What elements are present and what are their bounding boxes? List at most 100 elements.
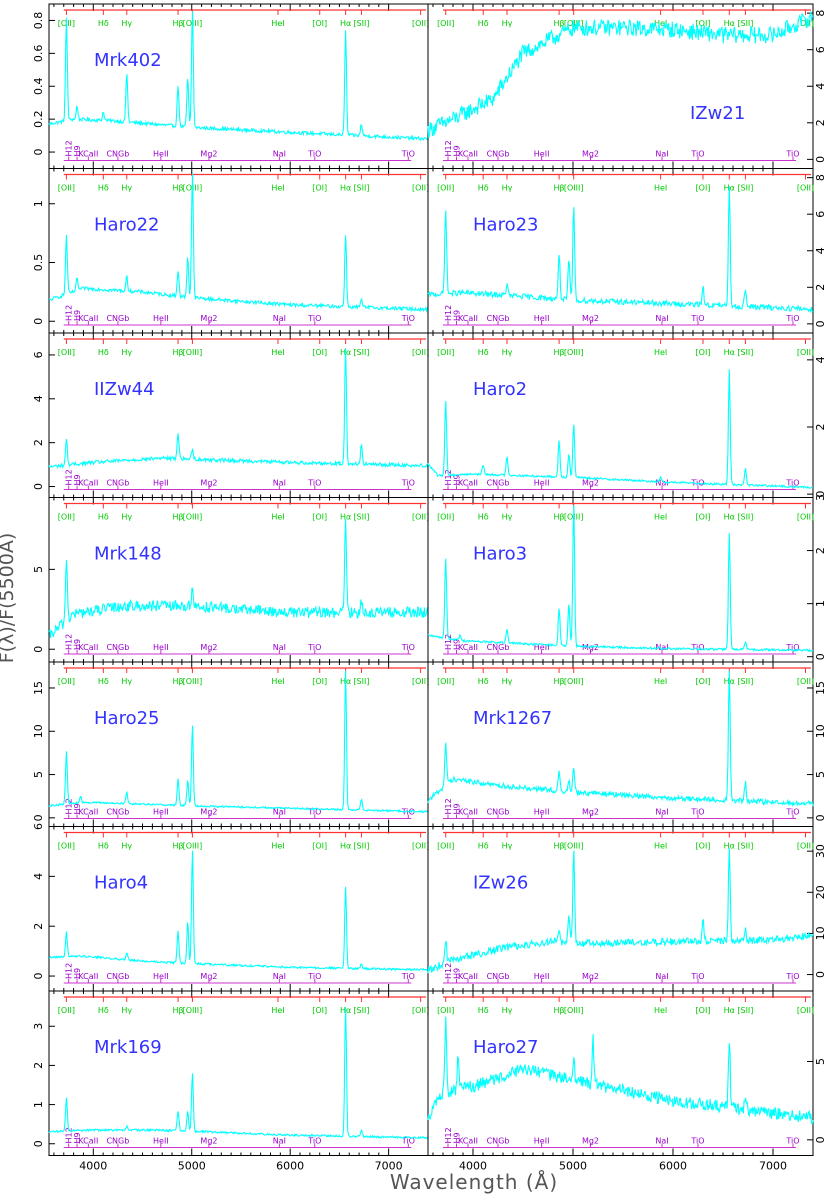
spectrum-line: [427, 186, 814, 314]
x-tick-label: 5000: [178, 1160, 206, 1173]
absorption-label: NaI: [655, 643, 668, 652]
panel-frame: [48, 497, 429, 663]
y-tick-label: 6: [32, 351, 45, 358]
absorption-label: KCaII: [458, 643, 478, 652]
y-tick-label: 0: [32, 483, 45, 490]
absorption-label: TiO: [401, 972, 415, 981]
y-tick-label: 2: [814, 547, 827, 554]
emission-label: [SII]: [353, 513, 369, 522]
absorption-label: Mg2: [582, 479, 599, 488]
y-tick-label: 0: [814, 653, 827, 660]
absorption-label: KCaII: [78, 314, 98, 323]
absorption-label: NaI: [655, 808, 668, 817]
panel-grid: 00.20.40.60.8 [OII] Hδ Hγ Hβ[OIII] HeI [OI] Hα[…: [32, 3, 827, 1173]
emission-label: [OIII]: [183, 348, 203, 357]
emission-label: Hα: [724, 1006, 735, 1015]
emission-label: HeI: [654, 677, 667, 686]
galaxy-name: IZw26: [473, 873, 528, 894]
emission-label: HeI: [271, 842, 284, 851]
absorption-label: H12: [65, 634, 74, 650]
emission-label: [SII]: [353, 19, 369, 28]
panel-frame: [427, 497, 814, 663]
absorption-label: H12: [65, 1127, 74, 1143]
y-tick-label: 0.5: [32, 254, 45, 272]
absorption-label: HeII: [534, 808, 550, 817]
y-tick-label: 0: [32, 814, 45, 821]
emission-label: Hδ: [478, 184, 489, 193]
absorption-label: HeII: [153, 643, 169, 652]
panel-haro27: 4000 5000 6000 7000 0 5 [OII] Hδ Hγ Hβ [OIII] HeI [O…: [427, 990, 827, 1173]
absorption-label: TiO: [785, 479, 799, 488]
y-tick-label: 10: [814, 724, 827, 738]
emission-label: Hγ: [502, 677, 513, 686]
emission-label: [OI]: [312, 842, 327, 851]
emission-label: Hγ: [502, 19, 513, 28]
absorption-label: KCaII: [458, 972, 478, 981]
emission-label: [SII]: [353, 184, 369, 193]
absorption-label: TiO: [307, 314, 321, 323]
emission-label: HeI: [654, 19, 667, 28]
emission-label: Hγ: [502, 842, 513, 851]
emission-label: Hβ: [172, 1006, 183, 1015]
absorption-label: Mg2: [200, 808, 217, 817]
emission-label: Hδ: [98, 184, 109, 193]
emission-label: Hβ: [172, 677, 183, 686]
absorption-label: NaI: [273, 314, 286, 323]
absorption-label: TiO: [307, 643, 321, 652]
emission-label: Hγ: [121, 1006, 132, 1015]
absorption-label: HeII: [153, 479, 169, 488]
emission-label: [OI]: [696, 184, 711, 193]
emission-label: [OIII]: [564, 677, 584, 686]
absorption-label: KCaII: [78, 479, 98, 488]
y-tick-label: 1: [32, 1101, 45, 1108]
absorption-label: NaI: [273, 643, 286, 652]
absorption-label: CNGb: [106, 314, 129, 323]
emission-label: Hγ: [121, 348, 132, 357]
emission-label: Hγ: [502, 1006, 513, 1015]
panel-frame: [427, 168, 814, 334]
absorption-label: CNGb: [487, 1137, 510, 1146]
emission-label: [OI]: [312, 348, 327, 357]
absorption-label: H9: [453, 639, 462, 650]
y-tick-label: 0: [32, 646, 45, 653]
emission-label: Hα: [724, 19, 735, 28]
panel-haro2: 024[OII] Hδ Hγ Hβ [OIII] HeI [OI] Hα [SII] [OII]H…: [427, 332, 827, 498]
emission-label: HeI: [654, 513, 667, 522]
y-tick-label: 0: [32, 318, 45, 325]
absorption-label: CNGb: [106, 150, 129, 159]
absorption-label: TiO: [690, 1137, 704, 1146]
emission-label: Hα: [340, 513, 351, 522]
y-tick-label: 3: [32, 1023, 45, 1030]
emission-label: Hδ: [478, 1006, 489, 1015]
y-axis-label: F(λ)/F(5500Å): [0, 533, 18, 664]
absorption-label: H12: [65, 798, 74, 814]
panel-mrk402: 00.20.40.60.8 [OII] Hδ Hγ Hβ[OIII] HeI [OI] Hα[…: [32, 3, 429, 169]
absorption-label: H9: [453, 1132, 462, 1143]
absorption-label: CNGb: [487, 972, 510, 981]
emission-label: [OII]: [58, 513, 75, 522]
emission-label: [OI]: [696, 677, 711, 686]
galaxy-name: Haro23: [473, 215, 539, 236]
emission-label: [OIII]: [183, 677, 203, 686]
y-tick-label: 0: [814, 814, 827, 821]
spectrum-line: [48, 173, 429, 314]
x-tick-label: 4000: [459, 1160, 487, 1173]
emission-label: [OI]: [312, 677, 327, 686]
panel-frame: [48, 826, 429, 992]
emission-label: [SII]: [353, 677, 369, 686]
galaxy-name: IZw21: [690, 103, 745, 124]
emission-label: [SII]: [353, 348, 369, 357]
absorption-label: TiO: [307, 1137, 321, 1146]
absorption-label: KCaII: [458, 808, 478, 817]
emission-label: [SII]: [737, 677, 753, 686]
absorption-label: TiO: [785, 643, 799, 652]
emission-label: [OI]: [312, 184, 327, 193]
galaxy-name: Haro3: [473, 544, 527, 565]
emission-label: [OI]: [696, 19, 711, 28]
absorption-label: CNGb: [106, 643, 129, 652]
emission-label: [OII]: [58, 842, 75, 851]
absorption-label: KCaII: [78, 972, 98, 981]
y-tick-label: 0: [814, 491, 827, 498]
absorption-label: TiO: [690, 479, 704, 488]
